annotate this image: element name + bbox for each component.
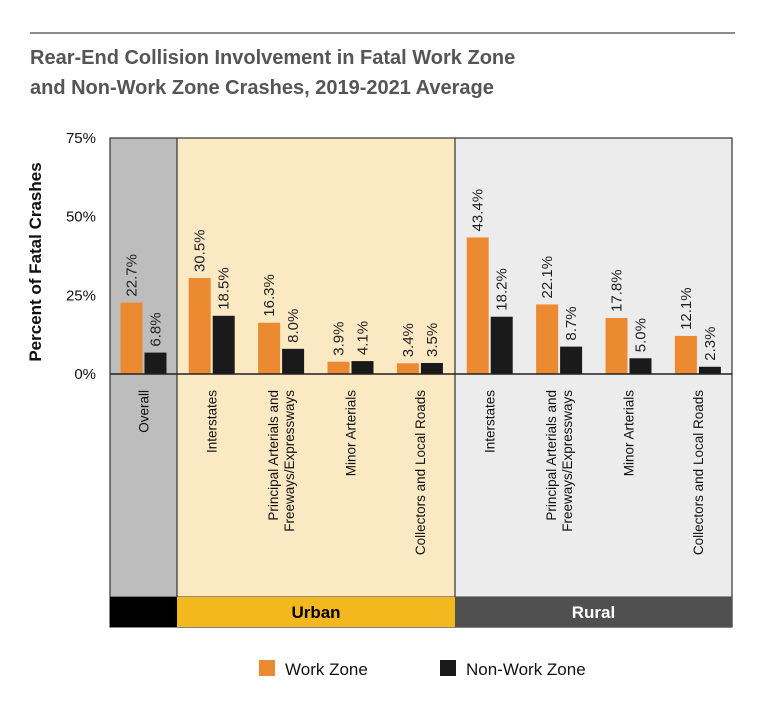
data-label-work-zone-6: 22.1% xyxy=(539,256,556,299)
bar-work-zone-1 xyxy=(188,278,211,374)
category-label-2-line-0: Principal Arterials and xyxy=(266,390,281,521)
data-label-non-work-zone-1: 18.5% xyxy=(216,267,233,310)
y-tick-label-25: 25% xyxy=(66,287,96,304)
y-tick-label-0: 0% xyxy=(74,366,96,383)
bar-non-work-zone-7 xyxy=(629,358,652,374)
data-label-non-work-zone-7: 5.0% xyxy=(633,318,650,352)
panel-all xyxy=(110,138,177,597)
data-label-work-zone-5: 43.4% xyxy=(470,189,487,232)
chart-title-line-1: Rear-End Collision Involvement in Fatal … xyxy=(30,47,515,69)
group-band-urban xyxy=(177,597,455,627)
data-label-work-zone-7: 17.8% xyxy=(609,269,626,312)
data-label-non-work-zone-2: 8.0% xyxy=(285,309,302,343)
y-tick-label-50: 50% xyxy=(66,209,96,226)
bar-non-work-zone-5 xyxy=(490,316,513,374)
data-label-work-zone-2: 16.3% xyxy=(261,274,278,317)
category-label-8-line-0: Collectors and Local Roads xyxy=(691,390,706,555)
bar-work-zone-8 xyxy=(674,335,697,374)
category-label-7-line-0: Minor Arterials xyxy=(622,390,637,477)
bar-non-work-zone-0 xyxy=(144,352,167,374)
group-band-rural xyxy=(455,597,732,627)
data-label-work-zone-1: 30.5% xyxy=(192,229,209,272)
bar-non-work-zone-3 xyxy=(351,361,374,374)
category-label-6-line-1: Freeways/Expressways xyxy=(560,390,575,532)
data-label-non-work-zone-8: 2.3% xyxy=(702,327,719,361)
category-label-6-line-0: Principal Arterials and xyxy=(544,390,559,521)
bar-work-zone-7 xyxy=(605,317,628,374)
data-label-work-zone-3: 3.9% xyxy=(331,322,348,356)
bar-work-zone-0 xyxy=(120,302,143,374)
data-label-non-work-zone-4: 3.5% xyxy=(424,323,441,357)
legend-swatch-non-work-zone xyxy=(440,660,456,676)
chart-title-line-2: and Non-Work Zone Crashes, 2019-2021 Ave… xyxy=(30,77,494,99)
bar-non-work-zone-8 xyxy=(698,366,721,374)
data-label-work-zone-8: 12.1% xyxy=(678,287,695,330)
bar-non-work-zone-1 xyxy=(212,315,235,374)
legend-label-work-zone: Work Zone xyxy=(285,660,368,679)
data-label-work-zone-4: 3.4% xyxy=(400,323,417,357)
group-band-all xyxy=(110,597,177,627)
bar-work-zone-4 xyxy=(396,363,419,374)
group-label-all: All xyxy=(133,603,155,622)
category-label-1-line-0: Interstates xyxy=(205,390,220,453)
legend-label-non-work-zone: Non-Work Zone xyxy=(466,660,586,679)
category-label-0-line-0: Overall xyxy=(137,390,152,433)
legend-swatch-work-zone xyxy=(259,660,275,676)
bar-work-zone-3 xyxy=(327,361,350,374)
bar-non-work-zone-6 xyxy=(560,346,583,374)
data-label-non-work-zone-3: 4.1% xyxy=(355,321,372,355)
data-label-work-zone-0: 22.7% xyxy=(124,254,141,297)
category-label-4-line-0: Collectors and Local Roads xyxy=(413,390,428,555)
bar-non-work-zone-2 xyxy=(282,348,305,374)
y-tick-label-75: 75% xyxy=(66,130,96,147)
data-label-non-work-zone-5: 18.2% xyxy=(494,268,511,311)
data-label-non-work-zone-6: 8.7% xyxy=(563,306,580,340)
category-label-5-line-0: Interstates xyxy=(483,390,498,453)
data-label-non-work-zone-0: 6.8% xyxy=(148,312,165,346)
bar-work-zone-2 xyxy=(258,322,281,374)
bar-non-work-zone-4 xyxy=(420,362,443,374)
category-label-2-line-1: Freeways/Expressways xyxy=(282,390,297,532)
bar-work-zone-5 xyxy=(466,237,489,374)
category-label-3-line-0: Minor Arterials xyxy=(344,390,359,477)
y-axis-label: Percent of Fatal Crashes xyxy=(26,162,45,361)
group-label-urban: Urban xyxy=(291,603,340,622)
group-label-rural: Rural xyxy=(572,603,615,622)
bar-work-zone-6 xyxy=(536,304,559,374)
